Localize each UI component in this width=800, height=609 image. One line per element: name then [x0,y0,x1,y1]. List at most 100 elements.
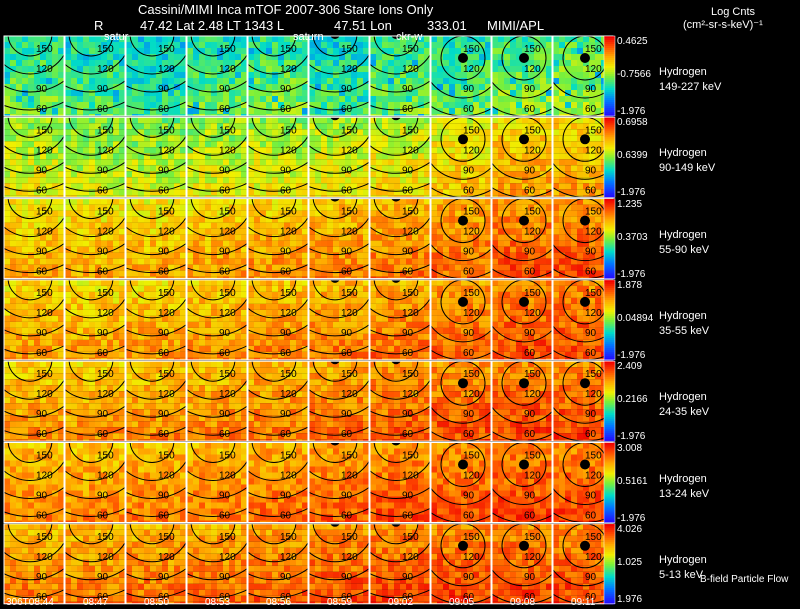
contour-tick-label: 150 [280,369,297,380]
colorbar-segment [604,179,615,182]
saturn-disk-marker [580,134,590,145]
contour-tick-label: 60 [402,511,414,522]
contour-tick-label: 60 [524,511,536,522]
colorbar-segment [604,514,615,517]
heatmap-panel: 150 120 90 60 [369,360,431,442]
colorbar-segment [604,373,615,376]
contour-line [370,135,430,156]
heatmap-panel: 150 120 90 60 [64,116,126,198]
contour-tick-label: 90 [585,572,597,583]
colorbar-segment [604,60,615,63]
panel-border [64,116,126,198]
contour-line [248,345,308,355]
contour-tick-label: 60 [402,348,414,359]
colorbar-segment [604,293,615,297]
contour-tick-label: 150 [158,451,175,462]
saturn-disk-marker [580,53,590,63]
colorbar-segment [604,541,615,545]
contour-tick-label: 120 [585,471,602,482]
colorbar-segment [604,240,615,244]
contour-line [370,568,430,581]
colorbar-segment [604,268,615,272]
colorbar-segment [604,478,615,481]
contour-line [492,325,552,343]
colorbar-segment [604,151,615,154]
colorbar-segment [604,539,615,543]
contour-line [4,460,64,481]
colorbar-segment [604,131,615,134]
colorbar-cmax-label: 0.6958 [617,117,648,129]
contour-line [248,541,308,563]
contour-tick-label: 120 [280,308,297,319]
contour-line [309,379,369,400]
contour-tick-label: 150 [524,532,541,543]
row-species-label: Hydrogen [659,66,707,78]
colorbar-segment [604,500,615,503]
colorbar-segment [604,187,615,190]
contour-tick-label: 60 [97,592,109,603]
row-energy-label: 24-35 keV [659,406,710,419]
heatmap-panel: 150 120 90 60 [3,360,65,442]
contour-line [65,460,125,481]
contour-tick-label: 120 [36,64,53,75]
colorbar-segment [604,100,615,103]
colorbar-segment [604,361,615,364]
colorbar-segment [604,502,615,505]
contour-tick-label: 150 [97,44,114,55]
time-tick-label: 08:47 [83,597,109,608]
row-species-label: Hydrogen [659,472,707,485]
contour-line [68,198,114,220]
contour-line [370,460,430,481]
contour-line [309,568,369,581]
contour-tick-label: 120 [585,145,602,156]
row-energy-label: 5-13 keV [659,568,704,581]
contour-tick-label: 60 [463,185,475,196]
colorbar-segment [604,442,615,445]
contour-line [553,81,613,99]
colorbar-segment [604,133,615,136]
contour-line [248,216,308,238]
contour-tick-label: 90 [585,165,597,176]
contour-line [68,36,114,57]
colorbar-border [603,279,616,361]
heatmap-panel: 150 120 90 60 [369,279,431,361]
contour-line [248,486,308,499]
colorbar-segment [604,563,615,567]
contour-tick-label: 120 [585,389,602,400]
colorbar-segment [604,210,615,214]
contour-line [248,80,308,93]
colorbar-segment [604,119,615,122]
contour-line [492,81,552,99]
colorbar-segment [604,117,615,120]
colorbar-border [603,442,616,523]
heatmap-panel: 150 120 90 60 [247,116,309,198]
contour-line [440,361,486,406]
contour-line [373,36,419,57]
colorbar-segment [604,553,615,557]
colorbar-segment [604,72,615,75]
colorbar-segment [604,399,615,402]
colorbar-segment [604,367,615,370]
contour-tick-label: 60 [524,267,536,278]
colorbar-segment [604,246,615,250]
colorbar-segment [604,577,615,581]
contour-tick-label: 150 [219,207,236,218]
colorbar-segment [604,506,615,509]
contour-tick-label: 150 [158,369,175,380]
colorbar-segment [604,591,615,595]
contour-tick-label: 120 [219,227,236,238]
contour-tick-label: 150 [158,532,175,543]
colorbar-cmin-label: -1.976 [617,512,646,524]
contour-tick-label: 150 [97,207,114,218]
contour-tick-label: 60 [36,592,48,603]
colorbar-segment [604,407,615,410]
contour-tick-label: 60 [585,348,597,359]
heatmap-panel: 150 120 90 60 [491,523,553,605]
contour-line [7,36,53,57]
contour-line [248,161,308,174]
saturn-disk-marker [519,540,529,551]
contour-line [553,243,613,262]
colorbar-segment [604,139,615,142]
contour-line [440,523,486,569]
contour-tick-label: 150 [158,125,175,136]
